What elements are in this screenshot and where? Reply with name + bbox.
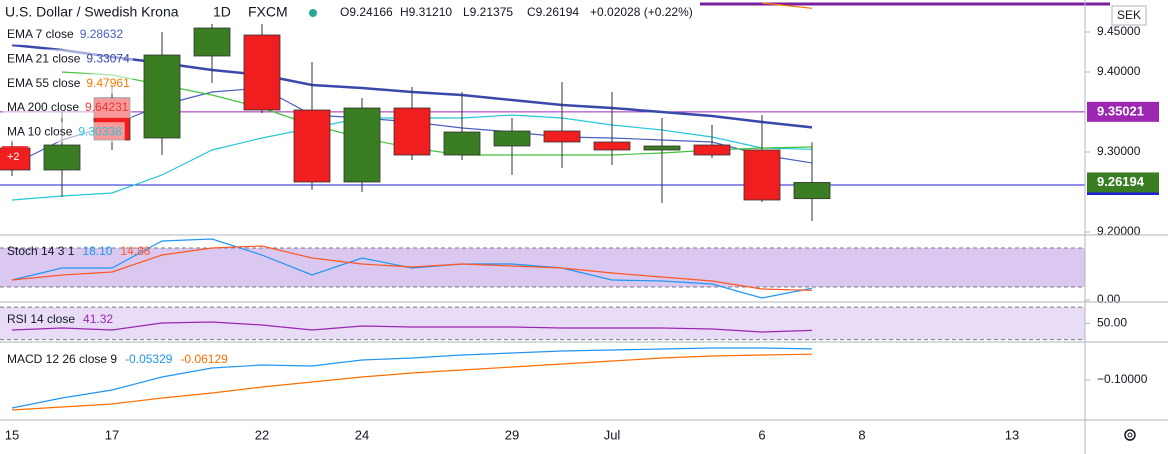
candle-body	[343, 107, 381, 183]
badge-box	[2, 146, 28, 168]
candle-body	[643, 145, 681, 151]
legend-bg	[3, 49, 133, 70]
gear[interactable]	[1124, 429, 1136, 441]
legend-value: 9.47961	[86, 76, 130, 90]
candle-body	[793, 182, 831, 200]
source: FXCM	[248, 4, 288, 20]
y-tick-label: 9.20000	[1097, 224, 1141, 238]
y-tick-label: −0.10000	[1097, 372, 1148, 386]
candle-body	[143, 54, 181, 139]
candle-body	[293, 109, 331, 183]
last-price-box	[1087, 172, 1159, 193]
indicator-line	[11, 245, 813, 291]
settings-icon[interactable]	[1124, 429, 1136, 441]
candle-body	[443, 131, 481, 156]
indicator-title: RSI 14 close	[7, 312, 75, 326]
symbol-title: U.S. Dollar / Swedish Krona	[5, 4, 179, 20]
currency-box	[1111, 5, 1147, 26]
legend-value: 9.28632	[80, 27, 124, 41]
candle-body	[243, 34, 281, 111]
indicator-line	[11, 353, 813, 411]
badge: +2	[7, 151, 20, 163]
ohlc-value: O9.24166	[340, 5, 393, 19]
x-tick-label: 22	[255, 427, 269, 442]
x-tick-label: 15	[5, 427, 19, 442]
y-tick-label: 9.40000	[1097, 64, 1141, 78]
y-tick-label: 9.30000	[1097, 144, 1141, 158]
candle-body	[193, 27, 231, 57]
y-tick-label: 50.00	[1097, 315, 1127, 329]
pane	[0, 238, 1085, 299]
indicator-value: 18.10	[82, 244, 112, 258]
indicator-value: -0.06129	[180, 352, 228, 366]
legend-name: EMA 7 close	[7, 27, 74, 41]
candle-body	[743, 149, 781, 201]
x-tick-label: 6	[758, 427, 765, 442]
band	[0, 307, 1085, 340]
legend-name: MA 200 close	[7, 100, 79, 114]
ohlc-value: H9.31210	[400, 5, 452, 19]
ohlc-value: L9.21375	[463, 5, 513, 19]
change: +0.02028 (+0.22%)	[590, 5, 693, 19]
indicator-line	[11, 238, 813, 299]
candle-body	[543, 130, 581, 143]
x-tick-label: 8	[858, 427, 865, 442]
legend-bg	[3, 25, 127, 45]
indicator-line	[61, 71, 813, 156]
interval: 1D	[213, 4, 231, 20]
legend-name: EMA 55 close	[7, 76, 81, 90]
indicator-line	[761, 2, 813, 9]
price-label-box	[1087, 101, 1159, 122]
x-tick-label: 17	[105, 427, 119, 442]
gear-hub[interactable]	[1127, 432, 1133, 438]
y-tick-label: 9.45000	[1097, 24, 1141, 38]
candle-body	[593, 141, 631, 151]
x-tick-label: 13	[1005, 427, 1019, 442]
candle-body	[393, 107, 431, 156]
indicator-value: 41.32	[83, 312, 113, 326]
indicator-title: Stoch 14 3 1	[7, 244, 75, 258]
y-tick-label: 0.00	[1097, 292, 1121, 306]
indicator-line	[11, 347, 813, 409]
indicator-value: -0.05329	[125, 352, 173, 366]
indicator-line	[11, 321, 813, 333]
legend-value: 9.30338	[78, 124, 122, 138]
candle-body	[693, 144, 731, 156]
status-dot	[309, 9, 317, 17]
x-tick-label: 29	[505, 427, 519, 442]
legend-value: 9.64231	[85, 100, 129, 114]
header-bg	[0, 0, 700, 24]
indicator-title: MACD 12 26 close 9	[7, 352, 117, 366]
last-price-label: 9.26194	[1097, 174, 1145, 189]
legend-name: EMA 21 close	[7, 51, 81, 65]
legend-bg	[3, 73, 133, 94]
indicator-value: 14.88	[120, 244, 150, 258]
x-tick-label: 24	[355, 427, 369, 442]
pane	[11, 347, 813, 411]
legend-bg	[3, 122, 125, 143]
legend-value: 9.33074	[86, 51, 130, 65]
candle-body	[493, 130, 531, 147]
legend-bg	[3, 97, 132, 118]
pane	[0, 306, 1085, 341]
ohlc-value: C9.26194	[527, 5, 579, 19]
legend-name: MA 10 close	[7, 124, 73, 138]
candle-body	[43, 144, 81, 171]
x-tick-label: Jul	[604, 427, 621, 442]
currency: SEK	[1117, 8, 1141, 22]
price-label: 9.35021	[1097, 103, 1144, 118]
plot-layer: 9.450009.400009.300009.200009.350219.258…	[0, 0, 1159, 443]
